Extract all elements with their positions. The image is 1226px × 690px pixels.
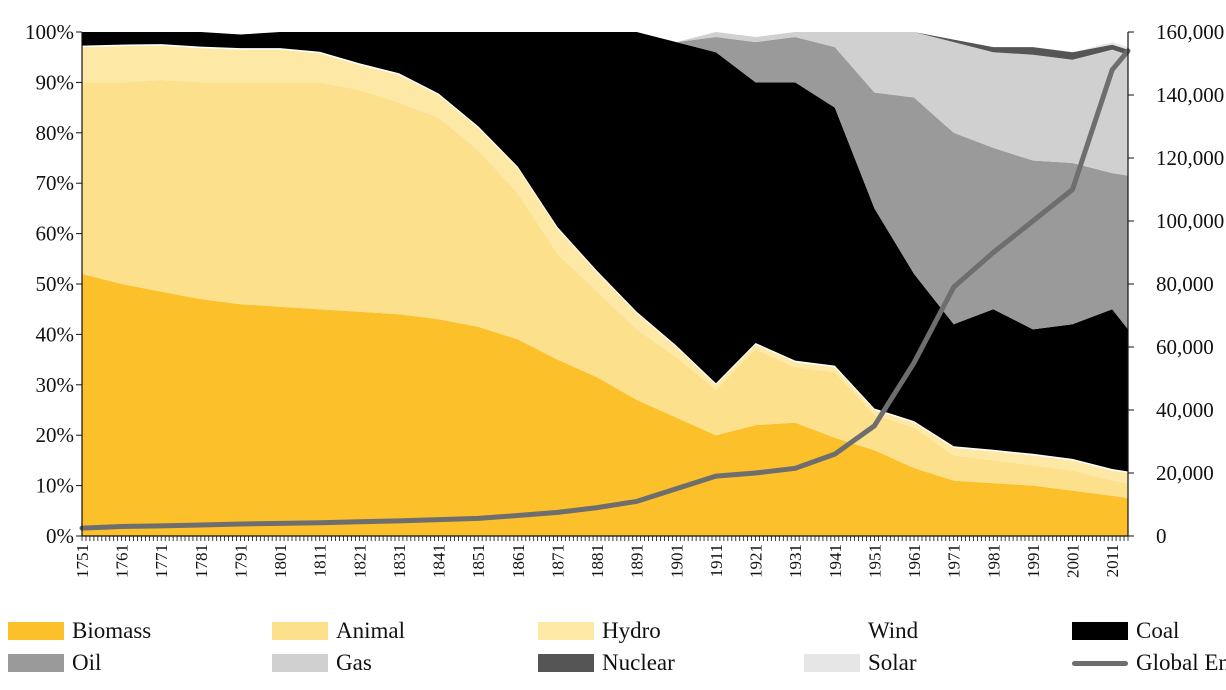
x-tick-label: 1951 — [865, 544, 884, 578]
y2-tick-label: 160,000 — [1156, 20, 1224, 44]
legend-label-animal: Animal — [336, 618, 405, 643]
area-animal — [82, 79, 1128, 499]
legend-item-global-energy: Global En — [1072, 648, 1226, 678]
legend-item-gas: Gas — [272, 648, 372, 678]
x-tick-label: 1941 — [826, 544, 845, 578]
legend-item-solar: Solar — [804, 648, 917, 678]
energy-mix-chart: 0% 10% 20% 30% 40% 50% 60% 70% 80% 90% 100% 0 20,000… — [25, 20, 1224, 578]
legend-swatch-nuclear — [538, 654, 594, 672]
y-tick-label: 0% — [46, 524, 74, 548]
y-tick-label: 60% — [36, 222, 75, 246]
legend-item-animal: Animal — [272, 616, 405, 646]
legend-swatch-oil — [8, 654, 64, 672]
y2-tick-label: 80,000 — [1156, 272, 1214, 296]
global-energy-line — [79, 48, 1131, 531]
x-tick-label: 1751 — [73, 544, 92, 578]
legend-label-nuclear: Nuclear — [602, 650, 675, 675]
x-tick-label: 1891 — [628, 544, 647, 578]
x-tick-label: 1821 — [350, 544, 369, 578]
legend-swatch-hydro — [538, 622, 594, 640]
x-tick-label: 1791 — [232, 544, 251, 578]
x-tick-label: 1921 — [747, 544, 766, 578]
y-tick-label: 100% — [25, 20, 74, 44]
legend-item-coal: Coal — [1072, 616, 1179, 646]
legend-item-biomass: Biomass — [8, 616, 151, 646]
x-tick-label: 1841 — [430, 544, 449, 578]
y-tick-label: 10% — [36, 474, 75, 498]
x-tick-label: 1831 — [390, 544, 409, 578]
x-tick-label: 1901 — [667, 544, 686, 578]
area-coal — [82, 32, 1128, 472]
x-tick-label: 1771 — [152, 544, 171, 578]
y2-tick-label: 60,000 — [1156, 335, 1214, 359]
x-tick-label: 1991 — [1024, 544, 1043, 578]
legend-swatch-global-energy — [1072, 660, 1128, 666]
legend-label-coal: Coal — [1136, 618, 1180, 643]
x-tick-label: 1871 — [549, 544, 568, 578]
y2-tick-label: 40,000 — [1156, 398, 1214, 422]
global-energy-line-layer — [79, 48, 1131, 531]
x-tick-label: 1761 — [113, 544, 132, 578]
legend-swatch-animal — [272, 622, 328, 640]
y2-tick-label: 20,000 — [1156, 461, 1214, 485]
x-tick-label: 1911 — [707, 544, 726, 577]
legend-item-hydro: Hydro — [538, 616, 661, 646]
legend-label-biomass: Biomass — [72, 618, 152, 643]
y-tick-label: 50% — [36, 272, 75, 296]
legend-label-gas: Gas — [336, 650, 372, 675]
x-tick-label: 1961 — [905, 544, 924, 578]
x-tick-label: 1881 — [588, 544, 607, 578]
area-gas — [82, 32, 1128, 176]
y2-tick-label: 140,000 — [1156, 83, 1224, 107]
x-tick-label: 1851 — [469, 544, 488, 578]
x-tick-label: 2001 — [1064, 544, 1083, 578]
legend-swatch-wind — [804, 622, 860, 640]
y-tick-label: 40% — [36, 322, 75, 346]
legend-item-wind: Wind — [804, 616, 918, 646]
axes: 0% 10% 20% 30% 40% 50% 60% 70% 80% 90% 100% 0 20,000… — [25, 20, 1224, 578]
legend-swatch-biomass — [8, 622, 64, 640]
y-tick-label: 20% — [36, 423, 75, 447]
legend-label-global-energy: Global En — [1136, 650, 1226, 675]
legend-item-nuclear: Nuclear — [538, 648, 675, 678]
legend: Biomass Animal Hydro Wind Coal Oil Gas N… — [0, 612, 1226, 690]
stacked-areas — [82, 32, 1128, 536]
y-tick-label: 90% — [36, 70, 75, 94]
y2-tick-label: 120,000 — [1156, 146, 1224, 170]
y2-tick-label: 100,000 — [1156, 209, 1224, 233]
y-tick-label: 30% — [36, 373, 75, 397]
x-tick-label: 1981 — [984, 544, 1003, 578]
area-biomass — [82, 273, 1128, 536]
x-tick-label: 1931 — [786, 544, 805, 578]
y-tick-label: 70% — [36, 171, 75, 195]
x-tick-label: 1781 — [192, 544, 211, 578]
legend-label-solar: Solar — [868, 650, 917, 675]
legend-swatch-solar — [804, 654, 860, 672]
y-tick-label: 80% — [36, 121, 75, 145]
legend-item-oil: Oil — [8, 648, 101, 678]
legend-label-wind: Wind — [868, 618, 919, 643]
legend-label-hydro: Hydro — [602, 618, 661, 643]
legend-label-oil: Oil — [72, 650, 102, 675]
x-tick-label: 1861 — [509, 544, 528, 578]
x-tick-label: 2011 — [1103, 544, 1122, 577]
legend-swatch-coal — [1072, 622, 1128, 640]
legend-swatch-gas — [272, 654, 328, 672]
y2-tick-label: 0 — [1156, 524, 1167, 548]
x-tick-label: 1801 — [271, 544, 290, 578]
area-oil — [82, 32, 1128, 330]
x-tick-label: 1971 — [945, 544, 964, 578]
x-tick-label: 1811 — [311, 544, 330, 577]
